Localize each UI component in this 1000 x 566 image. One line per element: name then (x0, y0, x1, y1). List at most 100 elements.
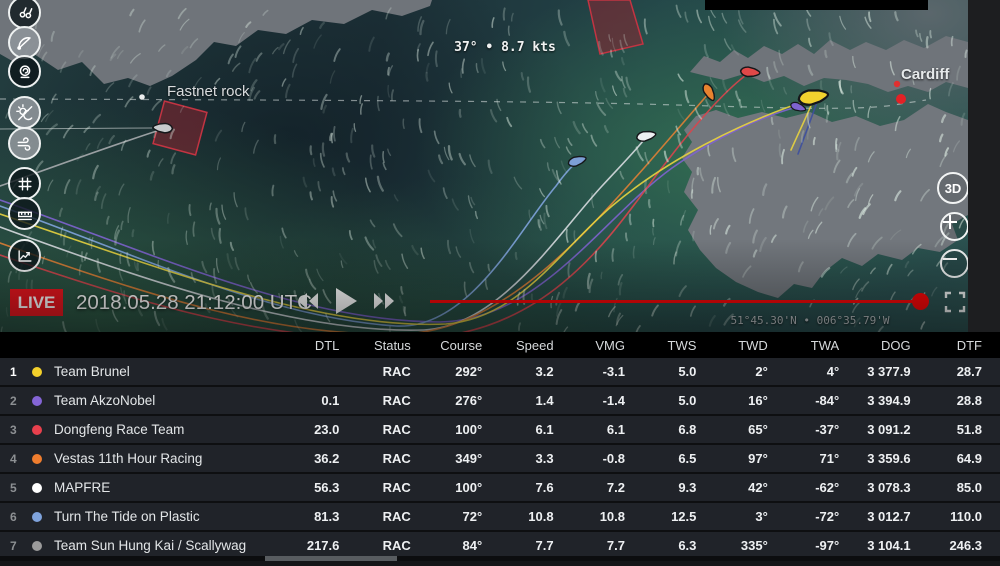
cell-dog: 3 104.1 (867, 538, 911, 553)
cell-vmg: -1.4 (602, 393, 625, 408)
cursor-coordinates: 51°45.30'N • 006°35.79'W (730, 314, 890, 327)
cell-dtl: 56.3 (314, 480, 340, 495)
cell-dog: 3 078.3 (867, 480, 911, 495)
cell-twd: 16° (748, 393, 768, 408)
cardiff-marker-small (893, 80, 901, 88)
cell-twa: 71° (819, 451, 840, 466)
table-row[interactable]: 3 Dongfeng Race Team 23.0 RAC 100° 6.1 6.1 6.8 6… (0, 416, 1000, 445)
cell-status: RAC (382, 364, 411, 379)
table-row[interactable]: 1 Team Brunel RAC 292° 3.2 -3.1 5.0 2° 4° 3 377.9… (0, 358, 1000, 387)
cell-course: 72° (462, 509, 483, 524)
cell-twa: -84° (815, 393, 840, 408)
landmass-ireland (0, 0, 432, 86)
day-night-icon (15, 103, 32, 120)
rank-number: 1 (10, 364, 17, 379)
boat-marker[interactable] (567, 154, 587, 168)
team-color-dot (32, 424, 42, 435)
table-row[interactable]: 4 Vestas 11th Hour Racing 36.2 RAC 349° 3.3 -0… (0, 445, 1000, 474)
race-map[interactable]: Fastnet rock Cardiff 37° • 8.7 kts 51°45… (0, 0, 968, 332)
cell-tws: 12.5 (671, 509, 697, 524)
scrollbar-thumb[interactable] (265, 556, 397, 561)
cell-dtf: 28.8 (956, 393, 982, 408)
boat-marker[interactable] (797, 87, 830, 106)
cell-speed: 7.6 (535, 480, 554, 495)
boats-icon (19, 6, 32, 18)
timeline-slider[interactable] (430, 300, 920, 303)
zoom-out-button[interactable] (940, 249, 968, 278)
cell-tws: 6.3 (678, 538, 697, 553)
team-name: Team Sun Hung Kai / Scallywag (54, 538, 247, 553)
cell-dog: 3 012.7 (867, 509, 911, 524)
column-header-dtl: DTL (314, 337, 340, 353)
cell-dtf: 51.8 (956, 422, 982, 437)
cell-twd: 335° (740, 538, 768, 553)
collapsed-panel (705, 0, 928, 10)
cell-course: 84° (462, 538, 483, 553)
toolbar-grid-button[interactable] (8, 167, 41, 200)
cell-status: RAC (382, 393, 411, 408)
cell-twd: 2° (755, 364, 768, 379)
cell-course: 276° (455, 393, 483, 408)
live-badge[interactable]: LIVE (10, 289, 63, 316)
toolbar-weather-button[interactable] (8, 55, 41, 88)
3d-view-button[interactable]: 3D (937, 172, 968, 204)
cell-tws: 9.3 (678, 480, 697, 495)
rank-number: 5 (10, 480, 17, 495)
grid-icon (17, 176, 32, 191)
cell-dtf: 85.0 (956, 480, 982, 495)
team-cell: 5 MAPFRE (0, 480, 286, 495)
track-line (0, 106, 798, 323)
rank-number: 4 (10, 451, 17, 466)
cell-status: RAC (382, 480, 411, 495)
boat-marker[interactable] (739, 66, 761, 78)
boat-marker[interactable] (636, 129, 657, 142)
cell-dtf: 64.9 (956, 451, 982, 466)
toolbar-daynight-button[interactable] (8, 96, 41, 129)
timeline-knob[interactable] (912, 293, 929, 310)
course-icon (16, 36, 31, 50)
stats-icon (17, 249, 32, 262)
fast-forward-icon (374, 293, 394, 309)
team-color-dot (32, 511, 42, 522)
cell-dtl: 81.3 (314, 509, 340, 524)
cell-dtf: 246.3 (949, 538, 982, 553)
column-header-course: Course (440, 337, 483, 353)
fullscreen-icon (944, 291, 966, 313)
wind-readout: 37° • 8.7 kts (454, 40, 556, 55)
toolbar-stats-button[interactable] (8, 239, 41, 272)
table-row[interactable]: 5 MAPFRE 56.3 RAC 100° 7.6 7.2 9.3 42° -62° 3 078.… (0, 474, 1000, 503)
toolbar-ruler-button[interactable] (8, 197, 41, 230)
team-cell: 1 Team Brunel (0, 364, 286, 379)
column-header-tws: TWS (667, 337, 697, 353)
route-line (0, 98, 927, 109)
cell-dog: 3 091.2 (867, 422, 911, 437)
fastnet-waypoint-dot (139, 94, 145, 100)
finish-marker (896, 94, 906, 104)
cell-speed: 3.3 (535, 451, 554, 466)
cell-vmg: 6.1 (606, 422, 625, 437)
team-color-dot (32, 395, 42, 406)
boat-marker[interactable] (790, 101, 807, 114)
cell-dtl: 0.1 (321, 393, 340, 408)
cell-speed: 3.2 (535, 364, 554, 379)
boat-fleet[interactable] (152, 66, 830, 168)
exclusion-zone-north (587, 0, 644, 55)
boat-marker[interactable] (701, 82, 718, 103)
cell-vmg: -3.1 (602, 364, 625, 379)
toolbar-wind-button[interactable] (8, 127, 41, 160)
cell-twd: 42° (748, 480, 768, 495)
team-color-dot (32, 482, 42, 493)
cell-tws: 5.0 (678, 364, 697, 379)
horizontal-scrollbar[interactable] (0, 556, 1000, 561)
zoom-in-button[interactable] (940, 212, 968, 241)
table-row[interactable]: 2 Team AkzoNobel 0.1 RAC 276° 1.4 -1.4 5.0 16° -8… (0, 387, 1000, 416)
table-row[interactable]: 6 Turn The Tide on Plastic 81.3 RAC 72° 10.8 1… (0, 503, 1000, 532)
team-cell: 3 Dongfeng Race Team (0, 422, 286, 437)
boat-marker[interactable] (152, 122, 174, 134)
cell-dog: 3 394.9 (867, 393, 911, 408)
team-name: Vestas 11th Hour Racing (54, 451, 203, 466)
cell-dtl: 36.2 (314, 451, 340, 466)
exclusion-zone-fastnet (152, 100, 208, 156)
plus-icon (943, 215, 957, 229)
